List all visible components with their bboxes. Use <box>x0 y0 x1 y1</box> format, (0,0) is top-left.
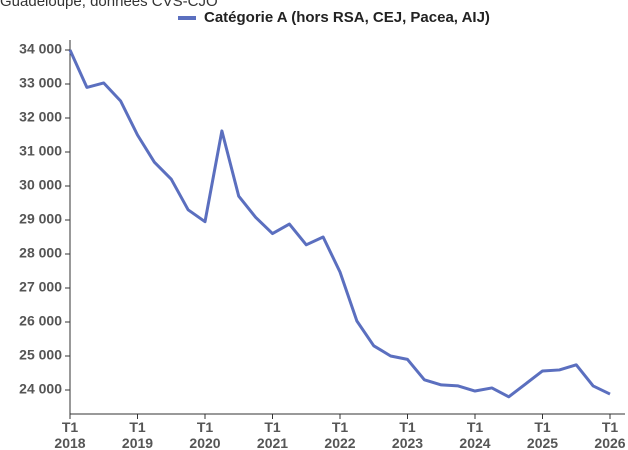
x-tick-label: T1 2024 <box>459 419 490 450</box>
y-tick-label: 29 000 <box>19 211 62 227</box>
y-tick-label: 28 000 <box>19 245 62 261</box>
x-tick-label: T1 2021 <box>257 419 288 450</box>
y-tick-label: 27 000 <box>19 279 62 295</box>
x-tick-label: T1 2020 <box>189 419 220 450</box>
legend-label: Catégorie A (hors RSA, CEJ, Pacea, AIJ) <box>204 9 490 26</box>
y-tick-label: 25 000 <box>19 347 62 363</box>
series-line <box>68 49 611 399</box>
y-tick-label: 24 000 <box>19 381 62 397</box>
y-tick-label: 30 000 <box>19 177 62 193</box>
x-tick-label: T1 2025 <box>527 419 558 450</box>
x-tick-label: T1 2026 <box>594 419 625 450</box>
x-tick-label: T1 2019 <box>122 419 153 450</box>
y-tick-label: 31 000 <box>19 143 62 159</box>
y-tick-label: 26 000 <box>19 313 62 329</box>
x-tick-label: T1 2018 <box>54 419 85 450</box>
x-tick-label: T1 2022 <box>324 419 355 450</box>
y-tick-label: 33 000 <box>19 75 62 91</box>
chart-subtitle: Guadeloupe, données CVS-CJO <box>0 0 218 10</box>
x-tick-label: T1 2023 <box>392 419 423 450</box>
y-tick-label: 34 000 <box>19 41 62 57</box>
y-tick-label: 32 000 <box>19 109 62 125</box>
